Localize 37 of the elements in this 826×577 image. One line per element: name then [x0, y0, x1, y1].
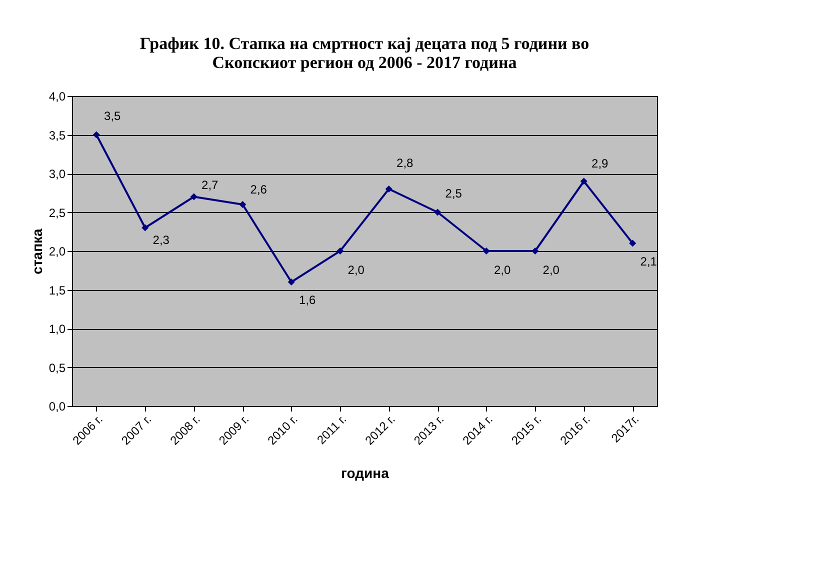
- point: [385, 185, 392, 193]
- data-label: 2,0: [542, 263, 560, 277]
- y-tick-label: 1,0: [48, 322, 66, 336]
- point: [434, 208, 442, 216]
- data-label: 1,6: [299, 293, 316, 307]
- data-label: 2,0: [494, 263, 512, 277]
- point: [580, 178, 588, 185]
- point: [288, 278, 295, 286]
- y-tick-label: 4,0: [48, 90, 66, 104]
- y-tick-label: 1,5: [48, 283, 66, 298]
- point: [532, 247, 539, 255]
- data-label: 2,3: [152, 232, 170, 247]
- y-tick-label: 0,0: [48, 400, 66, 414]
- x-axis-title: година: [341, 464, 390, 481]
- data-label: 2,0: [348, 263, 365, 277]
- text: Скопскиот регион од 2006 - 2017 година: [212, 53, 517, 72]
- point: [190, 193, 198, 200]
- point: [92, 131, 100, 138]
- data-label: 2,5: [445, 186, 462, 200]
- point: [629, 240, 636, 247]
- point: [482, 247, 490, 255]
- y-tick-label: 2,0: [48, 244, 66, 258]
- data-label: 2,9: [592, 156, 609, 170]
- y-tick-label: 2,5: [48, 206, 66, 220]
- y-tick-label: 0,5: [48, 360, 66, 375]
- y-axis-title: стапка: [28, 228, 45, 274]
- data-label: 2,7: [202, 178, 219, 192]
- text: График 10. Стапка на смртност кај децата под 5 години во: [140, 34, 590, 53]
- point: [239, 200, 246, 208]
- y-tick-label: 3,5: [48, 128, 66, 142]
- data-label: 2,1: [640, 254, 658, 268]
- y-tick-label: 3,0: [48, 167, 66, 181]
- data-label: 3,5: [104, 108, 122, 123]
- data-label: 2,6: [250, 182, 268, 196]
- point: [142, 224, 149, 232]
- point: [336, 247, 344, 255]
- data-label: 2,8: [396, 156, 414, 170]
